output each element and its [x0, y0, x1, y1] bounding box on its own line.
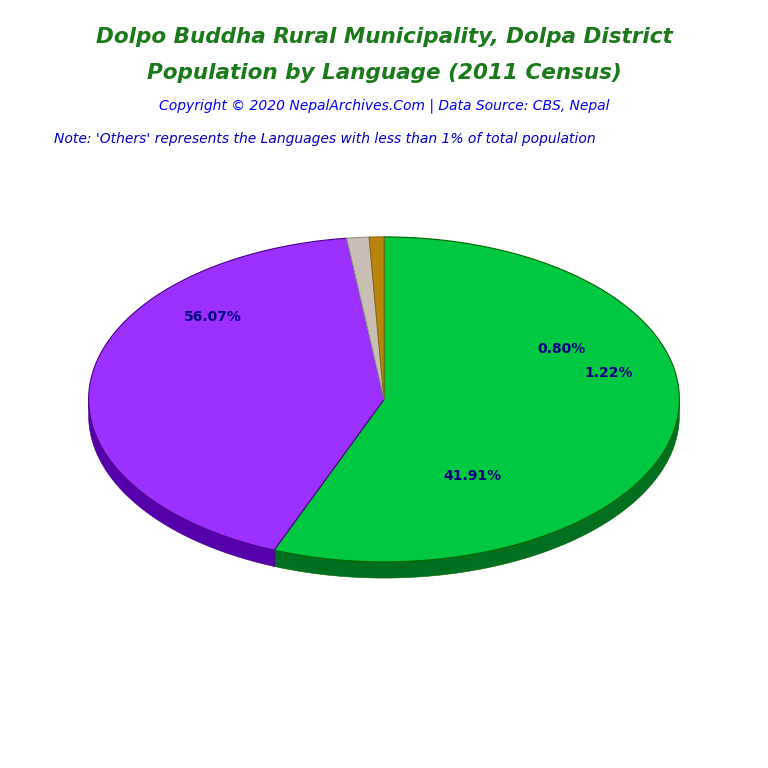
Polygon shape [88, 238, 384, 550]
Text: Copyright © 2020 NepalArchives.Com | Data Source: CBS, Nepal: Copyright © 2020 NepalArchives.Com | Dat… [159, 98, 609, 113]
Text: 56.07%: 56.07% [184, 310, 242, 323]
Text: 1.22%: 1.22% [584, 366, 633, 379]
Polygon shape [346, 237, 384, 399]
Text: 41.91%: 41.91% [444, 469, 502, 483]
Text: 0.80%: 0.80% [537, 343, 585, 356]
Text: Population by Language (2011 Census): Population by Language (2011 Census) [147, 63, 621, 83]
Polygon shape [88, 399, 274, 567]
Text: Dolpo Buddha Rural Municipality, Dolpa District: Dolpo Buddha Rural Municipality, Dolpa D… [96, 27, 672, 47]
Polygon shape [369, 237, 384, 399]
Text: Note: 'Others' represents the Languages with less than 1% of total population: Note: 'Others' represents the Languages … [54, 132, 595, 146]
Polygon shape [274, 237, 680, 562]
Polygon shape [274, 399, 680, 578]
